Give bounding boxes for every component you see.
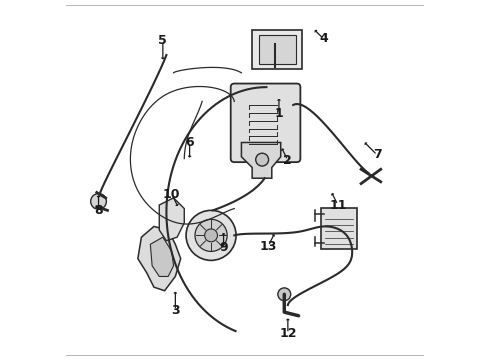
Text: 3: 3 <box>171 304 180 317</box>
FancyBboxPatch shape <box>252 30 302 69</box>
Text: 6: 6 <box>185 136 194 149</box>
Text: 12: 12 <box>279 327 296 340</box>
Circle shape <box>195 219 227 251</box>
Text: 8: 8 <box>94 204 103 217</box>
FancyBboxPatch shape <box>259 35 296 64</box>
FancyBboxPatch shape <box>321 207 357 249</box>
Text: 13: 13 <box>260 240 277 253</box>
Text: 2: 2 <box>284 154 292 167</box>
Circle shape <box>205 229 218 242</box>
Text: 11: 11 <box>329 198 346 212</box>
Text: 4: 4 <box>319 32 328 45</box>
Circle shape <box>256 153 269 166</box>
Polygon shape <box>159 198 184 241</box>
Text: 10: 10 <box>163 188 180 201</box>
Circle shape <box>278 288 291 301</box>
Text: 5: 5 <box>158 34 167 47</box>
Circle shape <box>186 210 236 260</box>
Text: 9: 9 <box>219 241 228 255</box>
Circle shape <box>91 194 106 209</box>
Polygon shape <box>150 237 173 276</box>
FancyBboxPatch shape <box>231 84 300 162</box>
Text: 7: 7 <box>373 148 382 162</box>
Text: 1: 1 <box>274 107 283 120</box>
Polygon shape <box>242 143 281 178</box>
Polygon shape <box>138 226 181 291</box>
